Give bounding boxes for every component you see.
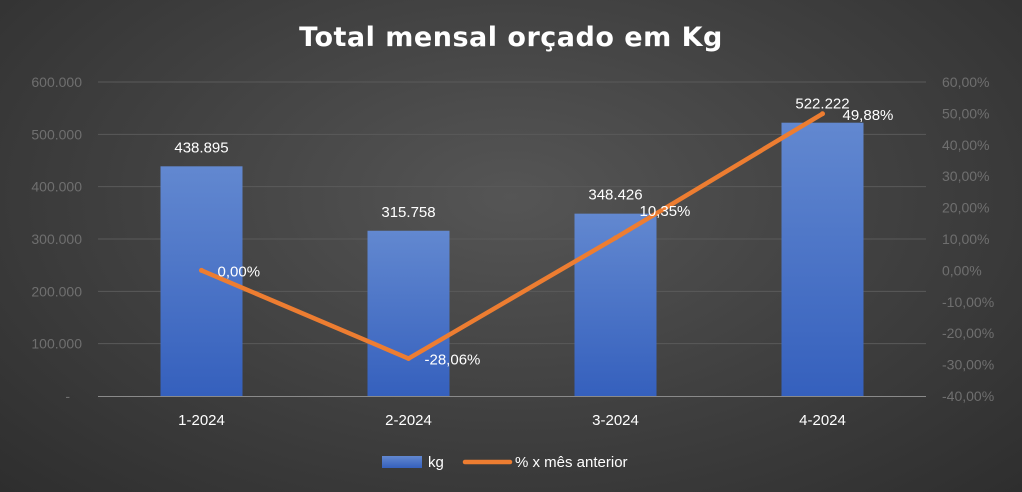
legend-label-bar: kg [428,454,444,471]
x-tick-label: 3-2024 [592,412,639,429]
bar-value-label: 438.895 [174,139,228,156]
left-tick-label: 500.000 [31,126,82,142]
bar [781,122,864,396]
x-axis: 1-2024 2-2024 3-2024 4-2024 [98,396,926,429]
right-tick-label: 20,00% [942,200,989,216]
line-series [199,111,825,362]
right-tick-label: -40,00% [942,388,994,404]
chart-title: Total mensal orçado em Kg [299,22,723,53]
bar-value-label: 348.426 [588,187,642,204]
left-axis: - 100.000 200.000 300.000 400.000 500.000 600.… [31,74,82,404]
bar [367,230,450,396]
line-point [613,235,618,241]
bar [574,213,657,396]
line-value-label: -28,06% [425,352,481,369]
line-point [820,111,825,117]
line-point [406,356,411,362]
data-labels: 438.895 315.758 348.426 522.222 0,00% -28,06%… [174,96,893,369]
left-tick-label: - [65,388,70,404]
left-tick-label: 300.000 [31,231,82,247]
bar-series [160,122,864,396]
right-tick-label: -20,00% [942,325,994,341]
line-value-label: 0,00% [218,263,261,280]
legend: kg % x mês anterior [382,454,628,471]
left-tick-label: 100.000 [31,336,82,352]
right-tick-label: 40,00% [942,137,989,153]
right-tick-label: 30,00% [942,168,989,184]
x-tick-label: 4-2024 [799,412,846,429]
right-axis: -40,00% -30,00% -20,00% -10,00% 0,00% 10,00% 2… [942,74,994,404]
left-tick-label: 600.000 [31,74,82,90]
right-tick-label: -10,00% [942,294,994,310]
x-tick-label: 2-2024 [385,412,432,429]
right-tick-label: 60,00% [942,74,989,90]
right-tick-label: -30,00% [942,357,994,373]
line-value-label: 49,88% [843,107,894,124]
legend-label-line: % x mês anterior [515,454,628,471]
left-tick-label: 200.000 [31,283,82,299]
x-tick-label: 1-2024 [178,412,225,429]
right-tick-label: 10,00% [942,231,989,247]
line-path [199,111,825,361]
line-point [199,267,204,273]
right-tick-label: 0,00% [942,262,982,278]
left-tick-label: 400.000 [31,179,82,195]
legend-swatch-bar [382,456,422,468]
bar-value-label: 522.222 [795,96,849,113]
line-value-label: 10,35% [640,203,691,220]
right-tick-label: 50,00% [942,105,989,121]
bar-value-label: 315.758 [381,204,435,221]
